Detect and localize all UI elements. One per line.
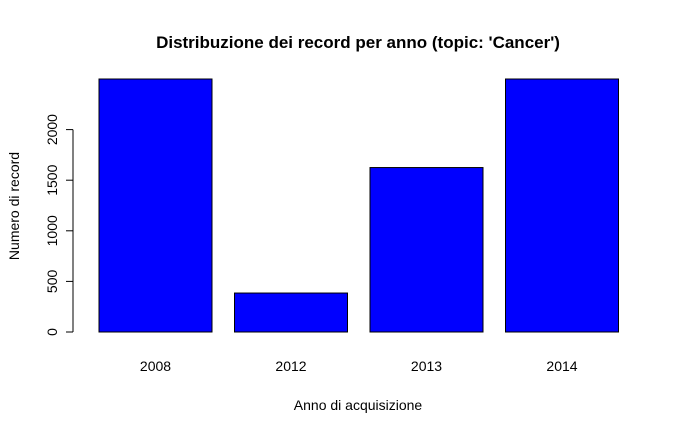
x-category-label: 2012 <box>275 358 306 374</box>
x-category-label: 2013 <box>411 358 442 374</box>
bar-2013 <box>369 167 484 333</box>
bar-2014 <box>505 78 619 333</box>
y-tick-label: 1500 <box>44 164 60 195</box>
y-tick-label: 1000 <box>44 215 60 246</box>
bars-group <box>98 78 619 333</box>
x-category-label: 2008 <box>140 358 171 374</box>
x-axis-label: Anno di acquisizione <box>294 397 423 413</box>
y-tick-label: 2000 <box>44 114 60 145</box>
bar-2008 <box>98 78 213 333</box>
x-category-label: 2014 <box>546 358 577 374</box>
x-category-labels: 2008 2012 2013 2014 <box>140 358 578 374</box>
bar-2012 <box>234 292 348 333</box>
y-tick-label: 0 <box>44 328 60 336</box>
y-tick-label: 500 <box>44 270 60 294</box>
chart-title: Distribuzione dei record per anno (topic… <box>156 33 560 52</box>
y-axis: 0 500 1000 1500 2000 <box>44 114 74 336</box>
y-axis-label: Numero di record <box>6 152 22 260</box>
